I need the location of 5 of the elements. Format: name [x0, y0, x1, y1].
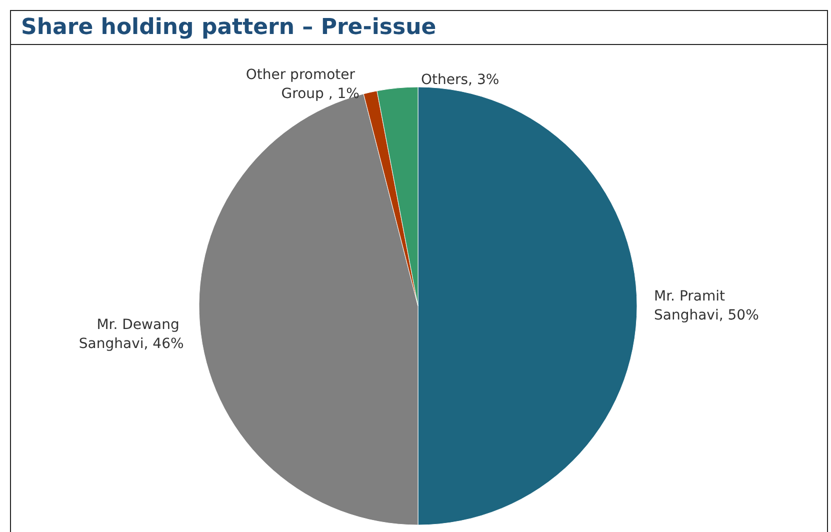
slice-label: Mr. Pramit Sanghavi, 50%	[654, 288, 759, 324]
slice-label: Other promoter Group , 1%	[246, 66, 360, 102]
slice-label: Mr. Dewang Sanghavi, 46%	[78, 316, 184, 352]
slice-label: Others, 3%	[421, 72, 500, 88]
chart-title: Share holding pattern – Pre-issue	[11, 11, 827, 45]
